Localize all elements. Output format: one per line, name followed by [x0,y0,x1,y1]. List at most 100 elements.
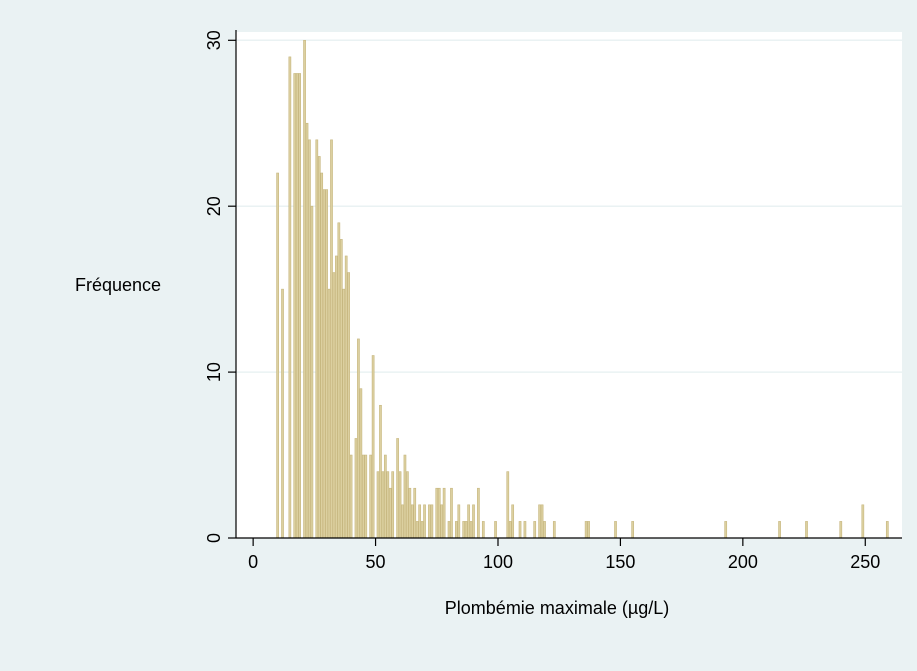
bar-77 [440,504,444,539]
x-tick-label-50: 50 [366,552,386,572]
bar-51 [376,471,380,539]
ticks: 0 10 20 30 0 50 100 150 200 250 [204,30,880,572]
bar-240 [839,521,843,539]
bar-67 [415,521,419,539]
y-tick-label-0: 0 [204,533,224,543]
bar-105 [508,521,512,539]
bar-80 [447,521,451,539]
bar-87 [464,521,468,539]
bar-21 [303,39,306,539]
bar-42 [354,438,358,539]
bar-37 [342,288,346,539]
bar-33 [332,272,336,539]
bar-54 [384,454,387,539]
bar-65 [410,504,414,539]
bar-111 [523,521,527,539]
bar-44 [359,388,363,539]
bar-104 [506,471,510,539]
y-axis-label: Fréquence [75,275,161,295]
bar-59 [396,438,399,539]
bar-19 [298,73,302,539]
bar-249 [861,504,865,539]
bar-106 [511,504,515,539]
bar-99 [494,521,497,539]
bar-57 [391,471,395,539]
bar-34 [335,255,338,539]
x-tick-label-150: 150 [605,552,635,572]
bar-117 [538,504,541,539]
bar-31 [327,288,331,539]
bar-49 [371,355,375,539]
bar-136 [584,521,588,539]
x-tick-label-100: 100 [483,552,513,572]
bar-24 [310,205,314,539]
bar-22 [305,122,309,539]
bar-73 [430,504,434,539]
axes [235,30,902,539]
bar-64 [408,487,412,539]
bar-10 [276,172,279,539]
bar-84 [457,504,461,539]
bar-38 [344,255,348,539]
y-tick-label-10: 10 [204,362,224,382]
bar-55 [386,471,390,539]
bar-30 [325,189,328,539]
bar-18 [295,73,299,539]
bar-63 [406,471,409,539]
bar-119 [543,521,546,539]
bar-70 [423,504,426,539]
bar-109 [518,521,522,539]
x-tick-label-0: 0 [248,552,258,572]
y-tick-label-20: 20 [204,196,224,216]
bar-12 [281,288,284,539]
bar-17 [293,73,297,539]
bar-68 [418,504,421,539]
bar-61 [401,504,404,539]
bar-35 [337,222,341,539]
x-axis-label: Plombémie maximale (µg/L) [445,598,669,618]
bar-27 [317,156,321,539]
bar-115 [533,521,537,539]
bar-46 [364,454,368,539]
bar-137 [587,521,590,539]
bar-92 [477,487,480,539]
bar-90 [472,504,475,539]
x-tick-label-200: 200 [728,552,758,572]
bar-60 [398,471,402,539]
bar-45 [361,454,365,539]
bar-40 [349,454,353,539]
bar-72 [428,504,431,539]
bar-226 [805,521,808,539]
bar-43 [357,338,360,539]
bar-66 [413,487,417,539]
bar-15 [288,56,292,539]
bar-259 [885,521,889,539]
bar-75 [435,487,439,539]
bar-83 [455,521,458,539]
bar-78 [442,487,446,539]
bar-56 [388,487,392,539]
bar-86 [462,521,466,539]
bar-23 [308,139,311,539]
bar-155 [631,521,635,539]
x-tick-label-250: 250 [850,552,880,572]
bar-123 [552,521,556,539]
bar-53 [381,471,385,539]
bar-32 [330,139,333,539]
bar-88 [467,504,470,539]
bar-148 [614,521,617,539]
bar-118 [540,504,544,539]
bar-29 [322,189,326,539]
bar-52 [379,404,382,539]
bar-28 [320,172,324,539]
bar-39 [347,272,350,539]
bar-215 [778,521,781,539]
bar-36 [339,239,343,539]
bar-89 [469,521,473,539]
bar-76 [437,487,441,539]
bar-193 [724,521,728,539]
bar-48 [369,454,373,539]
bar-26 [315,139,319,539]
bar-69 [420,521,424,539]
